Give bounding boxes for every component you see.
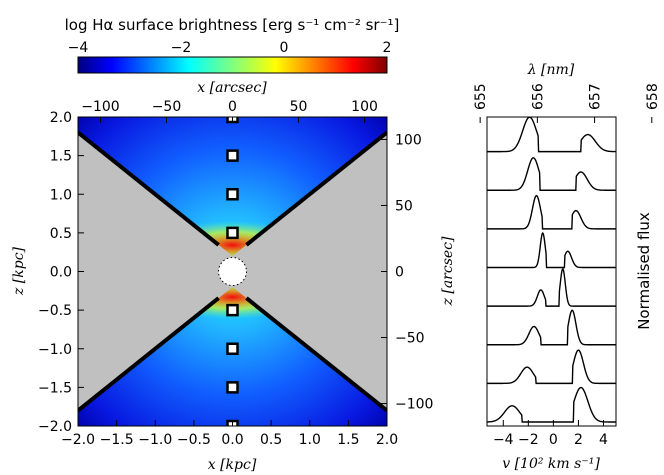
cone-edge-line [245, 296, 387, 413]
cone-edge-line [78, 130, 220, 247]
core-circle [218, 257, 247, 286]
spectrum-line [487, 309, 616, 346]
right-tick-label: 100 [395, 132, 422, 148]
wavelength-tick-label: 658 [645, 83, 661, 110]
masked-region-right [232, 132, 387, 411]
aperture-marker [226, 342, 239, 355]
x-tick-label: 2.0 [376, 432, 398, 448]
y-tick-label: 0.0 [50, 265, 72, 281]
x-axis-label: x [kpc] [208, 457, 257, 473]
surface-brightness-map: −2.0 −1.5 −1.0 −0.5 0.0 0.5 1.0 1.5 2.02.01.51.0… [11, 80, 456, 473]
top-tick-label: −50 [152, 99, 182, 115]
cone-edge-line [245, 130, 387, 247]
cone-edges [78, 130, 387, 413]
y-tick-label: 2.0 [50, 110, 72, 126]
colorbar-tick-label: −2 [171, 40, 192, 56]
colorbar: log Hα surface brightness [erg s⁻¹ cm⁻² … [65, 16, 400, 74]
top-tick-label: 100 [351, 99, 378, 115]
right-tick-label: 50 [395, 198, 413, 214]
colorbar-gradient [77, 56, 388, 74]
x-tick-label: −0.5 [177, 432, 211, 448]
cone-edge-line [78, 296, 220, 413]
top-tick-label: 0 [228, 99, 237, 115]
wavelength-axis-label: λ [nm] [527, 62, 575, 78]
spectrum-line [487, 386, 616, 423]
velocity-tick-label: 4 [599, 432, 608, 448]
aperture-marker [226, 226, 239, 240]
profiles-frame [486, 116, 617, 427]
right-tick-label: −50 [395, 331, 425, 347]
velocity-axis-label: v [10² km s⁻¹] [502, 456, 600, 472]
colorbar-title: log Hα surface brightness [erg s⁻¹ cm⁻² … [65, 16, 400, 34]
x-tick-label: −1.5 [100, 432, 134, 448]
x-tick-label: −1.0 [138, 432, 172, 448]
y-tick-label: 1.0 [50, 187, 72, 203]
velocity-tick-label: 0 [549, 432, 558, 448]
aperture-marker [226, 381, 239, 394]
normalised-flux-label: Normalised flux [635, 212, 653, 330]
y-tick-label: −1.5 [38, 380, 72, 396]
wavelength-tick-label: 655 [473, 83, 489, 110]
line-profiles: −4 −2 0 2 4 655 656 657 658 λ [nm] v [10² km s⁻¹… [473, 62, 661, 472]
colorbar-tick-label: 2 [383, 40, 392, 56]
y-tick-label: −1.0 [38, 342, 72, 358]
profiles-axes-ticks: −4 −2 0 2 4 655 656 657 658 [473, 83, 661, 448]
x-tick-label: −2.0 [61, 432, 95, 448]
aperture-markers [226, 117, 239, 426]
right-tick-label: −100 [395, 397, 433, 413]
x-tick-label: 0.0 [221, 432, 243, 448]
colorbar-tick-label: 0 [280, 40, 289, 56]
aperture-marker [226, 149, 239, 162]
y-tick-label: 1.5 [50, 149, 72, 165]
colorbar-tick-label: −4 [68, 40, 89, 56]
spectrum-line [487, 194, 616, 230]
aperture-marker [226, 303, 239, 317]
map-axes-ticks: −2.0 −1.5 −1.0 −0.5 0.0 0.5 1.0 1.5 2.02.01.51.0… [38, 99, 433, 448]
spectra-curves [487, 117, 616, 423]
top-axis-label: x [arcsec] [197, 80, 267, 96]
x-tick-label: 1.5 [337, 432, 359, 448]
y-tick-label: 0.5 [50, 226, 72, 242]
spectrum-line [487, 157, 616, 191]
y-axis-label: z [kpc] [11, 246, 27, 296]
y-tick-label: −0.5 [38, 303, 72, 319]
colorbar-ticks: −4 −2 0 2 [68, 40, 392, 61]
x-tick-label: 1.0 [299, 432, 321, 448]
top-tick-label: 50 [290, 99, 308, 115]
velocity-tick-label: −2 [518, 432, 539, 448]
aperture-marker [226, 188, 239, 201]
wavelength-tick-label: 656 [530, 83, 546, 110]
map-image [78, 117, 387, 426]
spectrum-line [487, 267, 616, 307]
wavelength-tick-label: 657 [588, 83, 604, 110]
spectrum-line [487, 232, 616, 269]
right-tick-label: 0 [395, 265, 404, 281]
velocity-tick-label: −4 [493, 432, 514, 448]
spectrum-line [487, 349, 616, 385]
velocity-tick-label: 2 [574, 432, 583, 448]
right-axis-label: z [arcsec] [440, 236, 456, 306]
top-tick-label: −100 [81, 99, 119, 115]
spectrum-line [487, 117, 616, 153]
x-tick-label: 0.5 [260, 432, 282, 448]
y-tick-label: −2.0 [38, 419, 72, 435]
masked-region-left [78, 132, 233, 411]
